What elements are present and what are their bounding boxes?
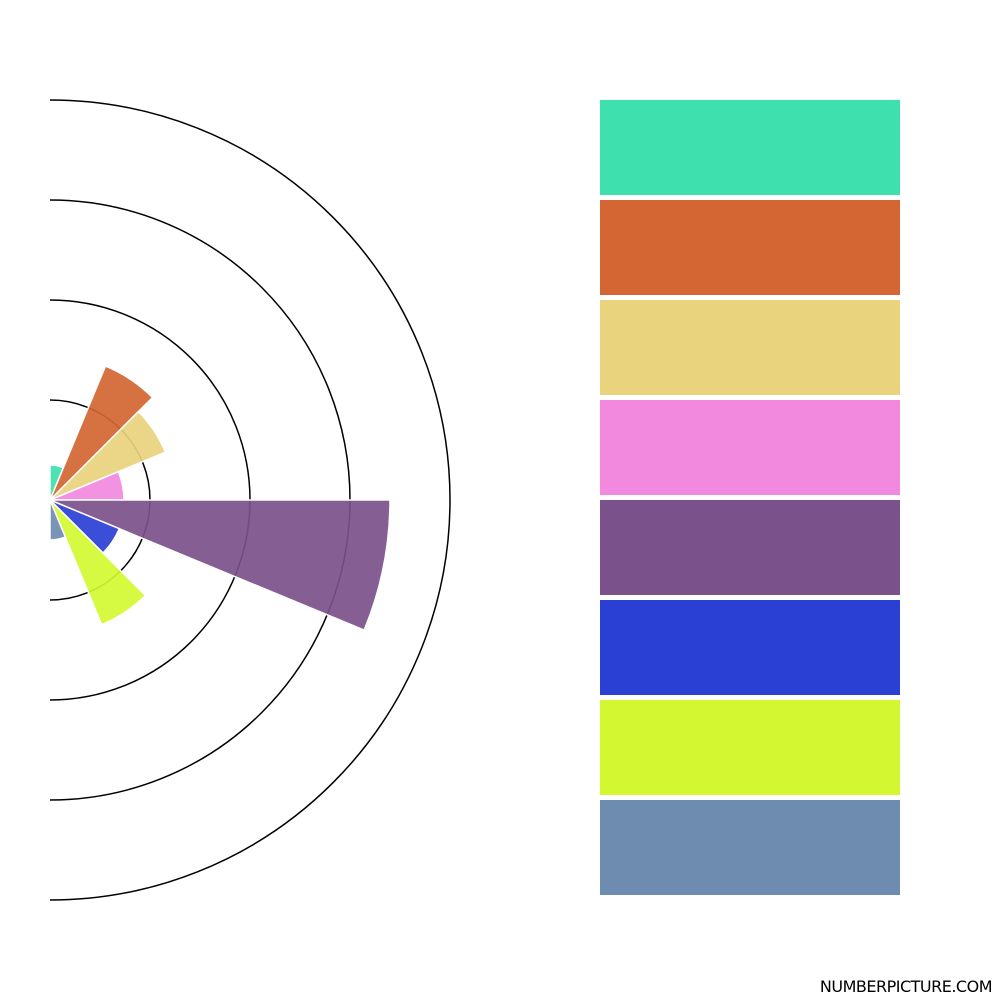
sector-7 [49, 499, 147, 626]
watermark: NUMBERPICTURE.COM [819, 977, 993, 996]
sector-2 [49, 365, 154, 501]
grid-ring-4 [49, 99, 451, 901]
legend-swatch-4 [600, 400, 900, 495]
sectors [49, 365, 391, 632]
legend-swatch-5 [600, 500, 900, 595]
legend-swatch-3 [600, 300, 900, 395]
legend-swatch-8 [600, 800, 900, 895]
legend-swatch-6 [600, 600, 900, 695]
sector-8 [49, 499, 67, 541]
sector-3 [49, 410, 167, 501]
legend-swatch-7 [600, 700, 900, 795]
sector-5 [49, 499, 391, 632]
legend-swatch-2 [600, 200, 900, 295]
legend-swatch-1 [600, 100, 900, 195]
legend [600, 100, 900, 895]
